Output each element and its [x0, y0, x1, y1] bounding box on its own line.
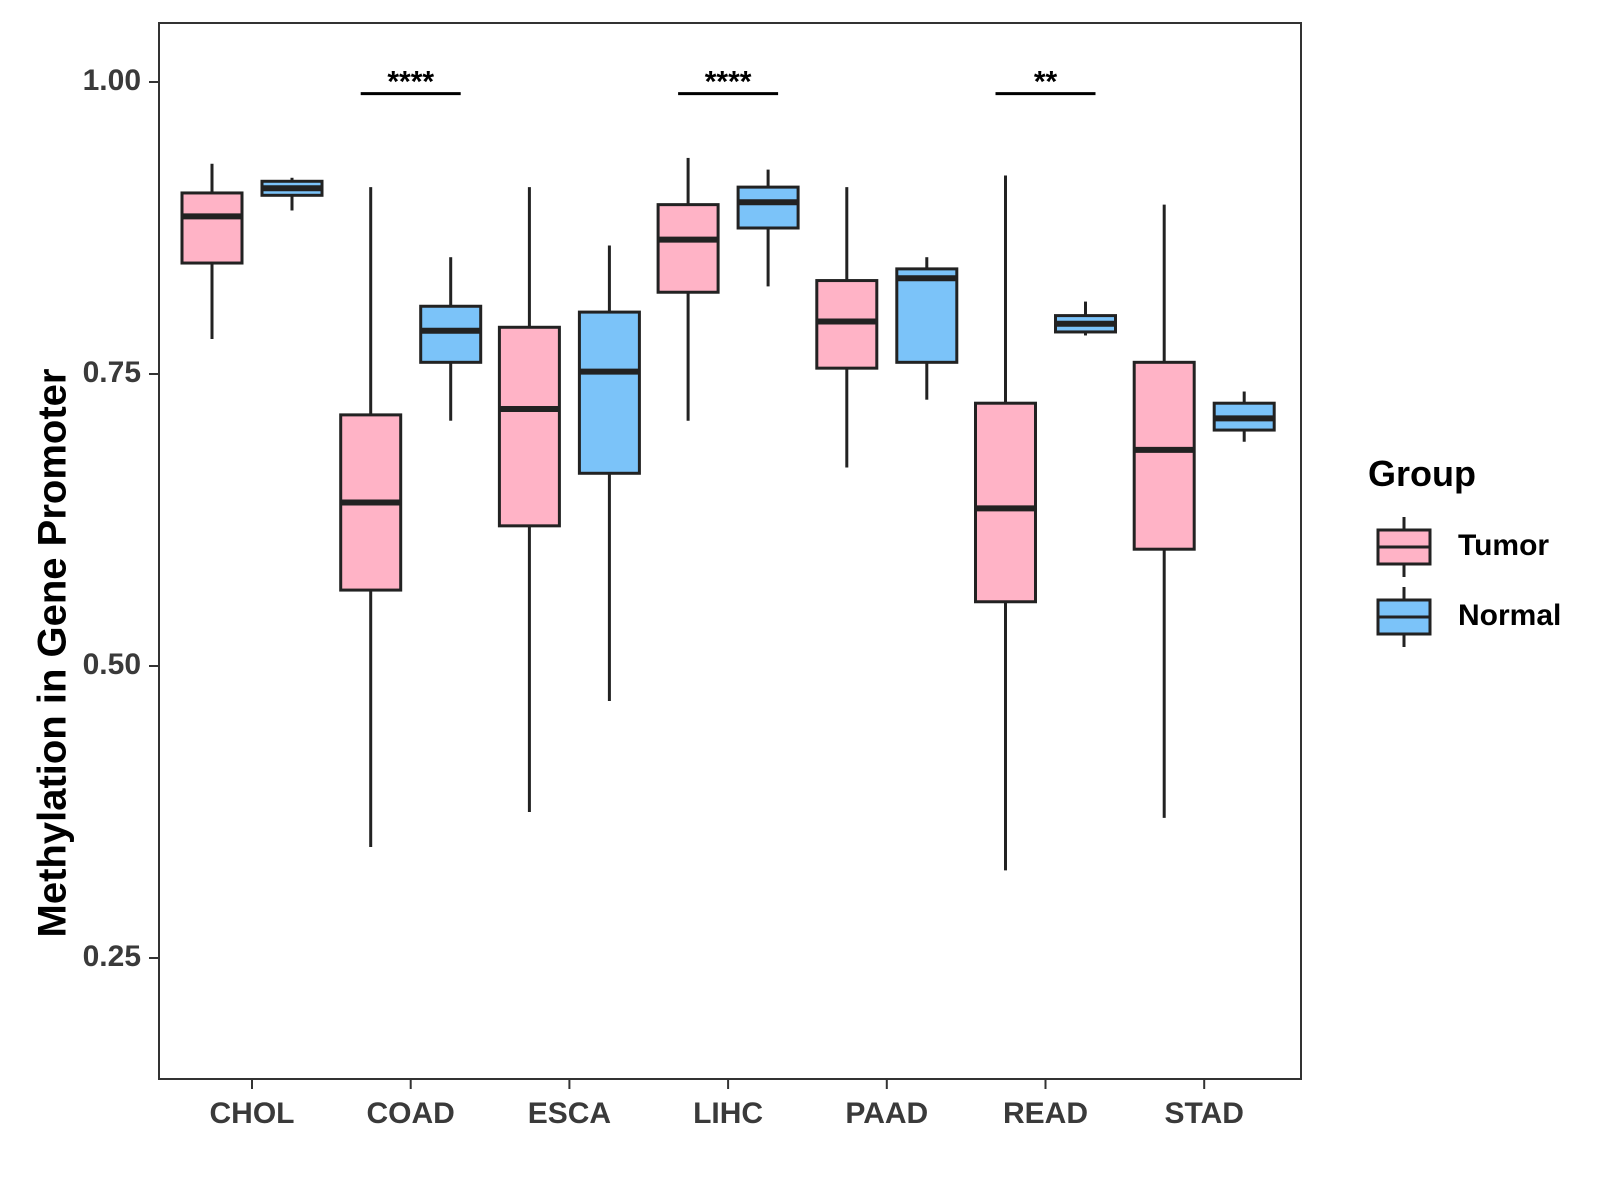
significance-annotations: **** **** **: [360, 66, 1096, 99]
box-tumor-paad: [815, 187, 879, 468]
y-axis: 0.25 0.50 0.75 1.00: [83, 64, 159, 973]
box-body: [577, 310, 641, 475]
legend-key-tumor: [1376, 517, 1432, 577]
box-body: [736, 185, 800, 230]
legend-label: Normal: [1458, 599, 1561, 632]
x-axis: CHOL COAD ESCA LIHC PAAD READ STAD: [210, 1079, 1244, 1130]
box-series: [180, 157, 1276, 871]
x-tick-label: READ: [1003, 1097, 1088, 1130]
significance-label: ****: [705, 66, 752, 99]
legend-title: Group: [1368, 453, 1476, 494]
significance-label: ****: [387, 66, 434, 99]
y-tick-label: 0.25: [83, 940, 141, 973]
y-tick-label: 0.75: [83, 356, 141, 389]
box-tumor-stad: [1132, 204, 1196, 818]
box-tumor-chol: [180, 163, 244, 339]
box-body: [895, 267, 959, 364]
y-tick-label: 1.00: [83, 64, 141, 97]
box-body: [656, 203, 720, 294]
legend: Group Tumor Normal: [1368, 453, 1561, 647]
legend-label: Tumor: [1458, 529, 1549, 562]
x-tick-label: ESCA: [528, 1097, 611, 1130]
box-normal-lihc: [736, 169, 800, 287]
y-tick-label: 0.50: [83, 648, 141, 681]
box-normal-chol: [260, 177, 324, 211]
significance-label: **: [1034, 66, 1058, 99]
box-tumor-lihc: [656, 157, 720, 421]
box-tumor-read: [974, 175, 1037, 871]
box-normal-read: [1054, 301, 1117, 336]
box-tumor-coad: [339, 187, 403, 848]
box-body: [419, 304, 483, 364]
y-axis-title: Methylation in Gene Promoter: [31, 369, 75, 938]
box-body: [497, 325, 561, 528]
box-normal-coad: [419, 257, 483, 421]
plot-panel-border: [158, 22, 1302, 1080]
x-tick-label: STAD: [1164, 1097, 1243, 1130]
box-body: [180, 191, 244, 265]
box-normal-esca: [577, 245, 641, 702]
box-body: [1132, 360, 1196, 551]
x-tick-label: CHOL: [210, 1097, 295, 1130]
x-tick-label: PAAD: [845, 1097, 928, 1130]
x-tick-label: COAD: [367, 1097, 455, 1130]
box-normal-paad: [895, 257, 959, 400]
box-normal-stad: [1212, 391, 1276, 442]
x-tick-label: LIHC: [693, 1097, 763, 1130]
box-body: [974, 401, 1037, 604]
legend-key-normal: [1376, 587, 1432, 647]
box-tumor-esca: [497, 187, 561, 812]
